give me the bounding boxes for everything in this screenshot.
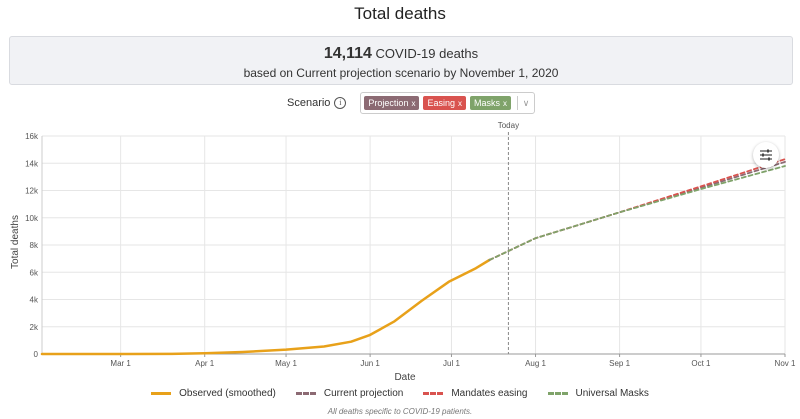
legend-label: Mandates easing [451, 388, 528, 399]
legend-item-mandates-easing[interactable]: Mandates easing [423, 388, 528, 399]
x-tick-label: Jul 1 [443, 359, 460, 368]
chip-label: Easing [427, 98, 455, 108]
legend-item-universal-masks[interactable]: Universal Masks [547, 388, 649, 399]
grid [42, 135, 786, 355]
legend-item-current-projection[interactable]: Current projection [295, 388, 404, 399]
series-line-mandates-easing [488, 158, 786, 261]
legend-item-observed[interactable]: Observed (smoothed) [151, 388, 276, 399]
y-tick-label: 2k [30, 323, 39, 332]
page-title: Total deaths [354, 4, 446, 23]
y-tick-label: 12k [25, 187, 39, 196]
legend-swatch [547, 392, 568, 395]
x-axis-title: Date [394, 372, 416, 383]
dropdown-separator [517, 96, 518, 110]
legend-swatch [423, 392, 444, 395]
legend-label: Current projection [323, 388, 404, 399]
chip-remove-icon[interactable]: x [503, 99, 507, 108]
legend-swatch [295, 392, 316, 395]
x-tick-label: Aug 1 [525, 359, 546, 368]
y-tick-label: 0 [34, 350, 39, 359]
legend: Observed (smoothed) Current projection M… [0, 388, 800, 399]
x-tick-label: Sep 1 [609, 359, 630, 368]
y-tick-label: 14k [25, 159, 39, 168]
legend-swatch [151, 392, 172, 395]
footnote: All deaths specific to COVID-19 patients… [327, 407, 473, 416]
legend-label: Universal Masks [575, 388, 649, 399]
chip-label: Projection [368, 98, 409, 108]
chip-masks[interactable]: Masks x [469, 96, 511, 110]
death-count: 14,114 [323, 45, 372, 62]
chevron-down-icon[interactable]: ∨ [522, 97, 530, 108]
total-deaths-chart: 0 2k 4k 6k 8k 10k 12k 14k 16k Mar 1 Apr 1 May 1 Jun … [10, 121, 796, 383]
y-tick-label: 6k [30, 268, 39, 277]
chip-remove-icon[interactable]: x [411, 99, 416, 108]
death-count-suffix: COVID-19 deaths [375, 46, 479, 61]
scenario-label: Scenario [287, 97, 331, 109]
sliders-icon [760, 149, 772, 161]
x-tick-label: Apr 1 [195, 359, 215, 368]
chart-settings-button[interactable] [753, 142, 779, 168]
x-tick-label: Oct 1 [691, 359, 711, 368]
scenario-row: Scenario i Projection x Easing x Masks x ∨ [287, 92, 535, 114]
summary-box: 14,114 COVID-19 deaths based on Current … [9, 36, 793, 85]
summary-subtitle: based on Current projection scenario by … [243, 66, 559, 80]
chip-remove-icon[interactable]: x [457, 99, 462, 108]
y-tick-label: 16k [25, 132, 39, 141]
x-tick-label: Nov 1 [775, 359, 796, 368]
series-line-observed-smoothed [40, 258, 491, 356]
chip-projection[interactable]: Projection x [364, 96, 420, 110]
chip-label: Masks [473, 98, 500, 108]
legend-label: Observed (smoothed) [179, 388, 276, 399]
series-lines [40, 158, 786, 356]
x-tick-label: May 1 [275, 359, 297, 368]
y-tick-label: 10k [25, 214, 39, 223]
x-tick-label: Mar 1 [110, 359, 131, 368]
series-line-universal-masks [488, 165, 786, 261]
info-icon[interactable]: i [334, 97, 347, 109]
today-label: Today [498, 121, 519, 130]
y-axis-title: Total deaths [10, 215, 21, 269]
y-tick-label: 8k [30, 241, 39, 250]
scenario-select[interactable]: Projection x Easing x Masks x ∨ [360, 92, 535, 114]
series-line-current-projection [488, 161, 786, 261]
summary-headline: 14,114 COVID-19 deaths [10, 45, 792, 63]
x-tick-label: Jun 1 [360, 359, 380, 368]
y-tick-label: 4k [30, 296, 39, 305]
chip-easing[interactable]: Easing x [423, 96, 466, 110]
